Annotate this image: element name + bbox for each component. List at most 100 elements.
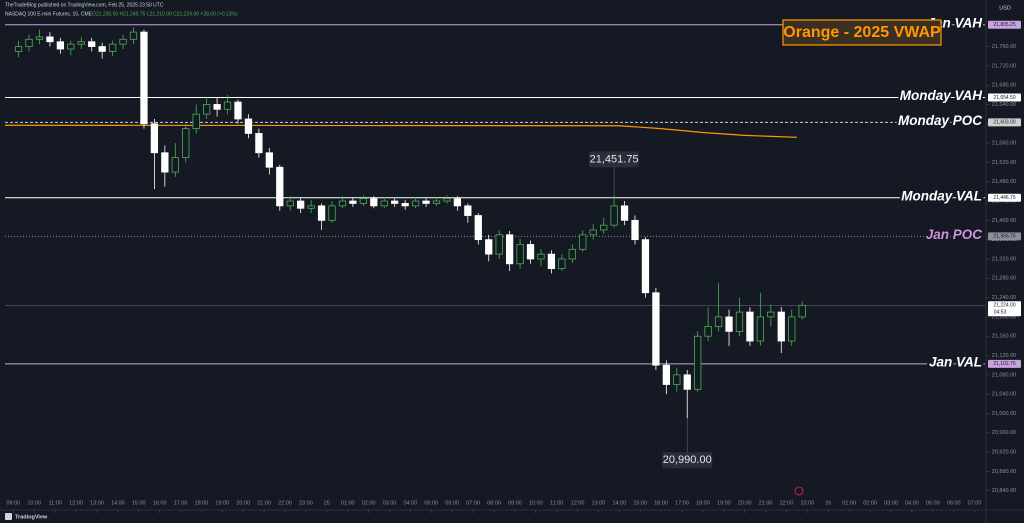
- candle-body: [464, 205, 472, 216]
- candle-body: [338, 200, 347, 207]
- x-tick-label: 06:00: [445, 500, 459, 506]
- x-tick-label: 14:00: [612, 500, 626, 506]
- candle-body: [652, 292, 660, 366]
- level-tag-label: 21,805.25: [993, 22, 1015, 28]
- x-tick-label: 21:00: [257, 500, 271, 506]
- y-tick-label: 21,400.00: [992, 218, 1016, 224]
- level-tag-label: 21,446.75: [993, 195, 1015, 201]
- publisher: TheTradeBlog published on TradingView.co…: [5, 2, 164, 8]
- x-tick-label: 05:00: [424, 500, 438, 506]
- legend-box: [782, 19, 942, 46]
- x-tick-label: 22:00: [278, 500, 292, 506]
- x-tick-label: 17:00: [675, 500, 689, 506]
- level-tag-label: 21,102.75: [993, 361, 1015, 367]
- candle-body: [108, 43, 117, 52]
- y-tick-label: 21,240.00: [992, 295, 1016, 301]
- candle-body: [526, 244, 535, 260]
- candle-body: [182, 128, 190, 158]
- level-tag-label: 21,654.50: [993, 95, 1015, 101]
- x-tick-label: 18:00: [696, 500, 710, 506]
- y-tick-label: 21,640.00: [992, 102, 1016, 108]
- y-tick-label: 21,720.00: [992, 63, 1016, 69]
- candle-body: [568, 248, 576, 260]
- x-tick-label: 07:00: [466, 500, 480, 506]
- candle-body: [694, 335, 702, 390]
- vwap-line: [4, 124, 797, 138]
- candle-body: [297, 200, 305, 209]
- candle-body: [307, 205, 315, 209]
- candle-body: [662, 364, 670, 385]
- x-tick-label: 10:00: [27, 500, 41, 506]
- candle-body: [453, 198, 462, 207]
- currency: USD: [999, 5, 1011, 11]
- x-tick-label: 12:00: [69, 500, 83, 506]
- candle-body: [620, 205, 629, 221]
- candle-body: [558, 258, 566, 270]
- candle-body: [495, 234, 503, 255]
- candle-body: [714, 316, 723, 327]
- candle-body: [631, 219, 639, 241]
- annotation-box: [589, 151, 640, 168]
- candle-body: [756, 316, 765, 342]
- y-tick-label: 21,120.00: [992, 353, 1016, 359]
- x-tick-label: 21:00: [759, 500, 773, 506]
- x-tick-label: 23:00: [801, 500, 815, 506]
- y-tick-label: 21,160.00: [992, 334, 1016, 340]
- candle-body: [485, 239, 493, 255]
- candle-body: [223, 101, 232, 110]
- x-tick-label: 13:00: [592, 500, 606, 506]
- level-label: Jan VAL: [929, 354, 982, 369]
- x-tick-label: 12:00: [571, 500, 585, 506]
- candle-body: [255, 133, 263, 154]
- y-tick-label: 21,040.00: [992, 392, 1016, 398]
- candle-body: [150, 123, 159, 154]
- level-tag: [988, 20, 1021, 29]
- x-tick-label: 25: [324, 500, 330, 506]
- level-tag: [988, 359, 1021, 368]
- legend-text: Orange - 2025 VWAP: [783, 24, 941, 41]
- x-tick-label: 05:00: [926, 500, 940, 506]
- candle-body: [265, 152, 273, 168]
- x-tick-label: 01:00: [341, 500, 355, 506]
- candle-body: [328, 205, 336, 221]
- candle-body: [600, 224, 608, 231]
- candle-body: [359, 198, 367, 204]
- x-tick-label: 11:00: [48, 500, 61, 506]
- candle-body: [537, 253, 545, 260]
- candle-body: [798, 304, 806, 318]
- x-tick-label: 15:00: [132, 500, 146, 506]
- candle-body: [443, 198, 451, 202]
- candle-body: [213, 104, 221, 110]
- candle-body: [432, 200, 441, 204]
- brand-logo: [5, 513, 12, 520]
- x-tick-label: 09:00: [508, 500, 522, 506]
- candle-body: [276, 166, 284, 207]
- candle-body: [286, 200, 294, 207]
- x-tick-label: 03:00: [383, 500, 397, 506]
- candle-body: [505, 234, 514, 265]
- candle-body: [516, 244, 524, 265]
- candle-body: [735, 311, 744, 332]
- level-tag-label: 21,366.75: [993, 234, 1015, 240]
- ohlc-text: O21,230.50 H21,240.75 L21,210.00 C21,224…: [92, 11, 238, 17]
- level-label: Monday VAL: [901, 188, 982, 203]
- x-tick-label: 04:00: [905, 500, 919, 506]
- candle-body: [579, 234, 587, 250]
- level-tag-label: 21,603.00: [993, 120, 1015, 126]
- x-tick-label: 19:00: [717, 500, 731, 506]
- candle-body: [35, 36, 44, 40]
- candle-body: [244, 118, 253, 134]
- candle-body: [140, 31, 148, 125]
- candle-body: [14, 46, 23, 52]
- annotation-label: 21,451.75: [590, 153, 639, 165]
- x-tick-label: 23:00: [299, 500, 313, 506]
- y-tick-label: 20,880.00: [992, 469, 1016, 475]
- y-tick-label: 21,200.00: [992, 314, 1016, 320]
- y-tick-label: 21,560.00: [992, 141, 1016, 147]
- x-tick-label: 19:00: [215, 500, 229, 506]
- candle-body: [25, 38, 33, 47]
- candle-body: [98, 46, 106, 52]
- candle-body: [401, 203, 409, 207]
- x-tick-label: 18:00: [195, 500, 209, 506]
